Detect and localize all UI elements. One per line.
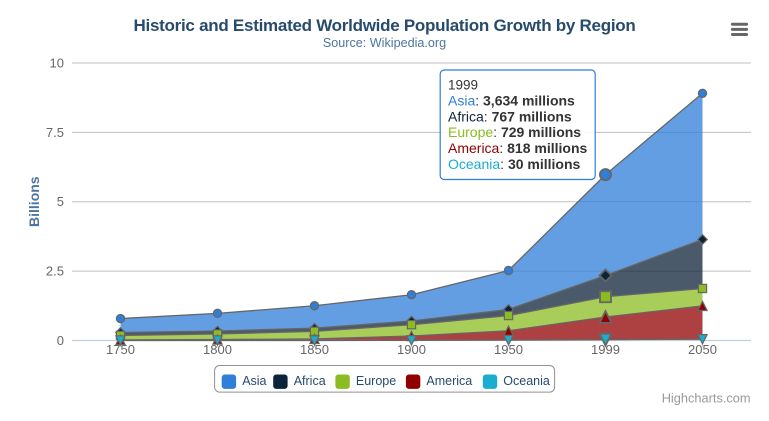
svg-text:Billions: Billions <box>26 176 42 227</box>
svg-text:Africa: 767 millions: Africa: 767 millions <box>448 108 572 124</box>
svg-text:America: America <box>426 374 472 388</box>
svg-text:Asia: Asia <box>242 374 266 388</box>
svg-text:2.5: 2.5 <box>46 264 64 279</box>
svg-text:1750: 1750 <box>106 342 135 357</box>
svg-text:10: 10 <box>50 56 64 71</box>
svg-text:Source: Wikipedia.org: Source: Wikipedia.org <box>323 36 446 50</box>
svg-text:1800: 1800 <box>203 342 232 357</box>
svg-text:2050: 2050 <box>688 342 717 357</box>
svg-text:1950: 1950 <box>494 342 523 357</box>
svg-text:Europe: 729 millions: Europe: 729 millions <box>448 124 581 140</box>
svg-text:Oceania: Oceania <box>503 374 550 388</box>
svg-text:Highcharts.com: Highcharts.com <box>662 391 751 406</box>
svg-text:0: 0 <box>57 333 64 348</box>
svg-text:America: 818 millions: America: 818 millions <box>448 140 587 156</box>
svg-text:Europe: Europe <box>356 374 396 388</box>
svg-text:Oceania: 30 millions: Oceania: 30 millions <box>448 156 581 172</box>
svg-text:7.5: 7.5 <box>46 125 64 140</box>
svg-text:5: 5 <box>57 194 64 209</box>
svg-text:Africa: Africa <box>294 374 326 388</box>
svg-text:1850: 1850 <box>300 342 329 357</box>
svg-text:1999: 1999 <box>591 342 620 357</box>
svg-text:Historic and Estimated Worldwi: Historic and Estimated Worldwide Populat… <box>133 16 635 35</box>
svg-text:1900: 1900 <box>397 342 426 357</box>
svg-text:Asia: 3,634 millions: Asia: 3,634 millions <box>448 93 575 109</box>
svg-text:1999: 1999 <box>448 78 478 93</box>
